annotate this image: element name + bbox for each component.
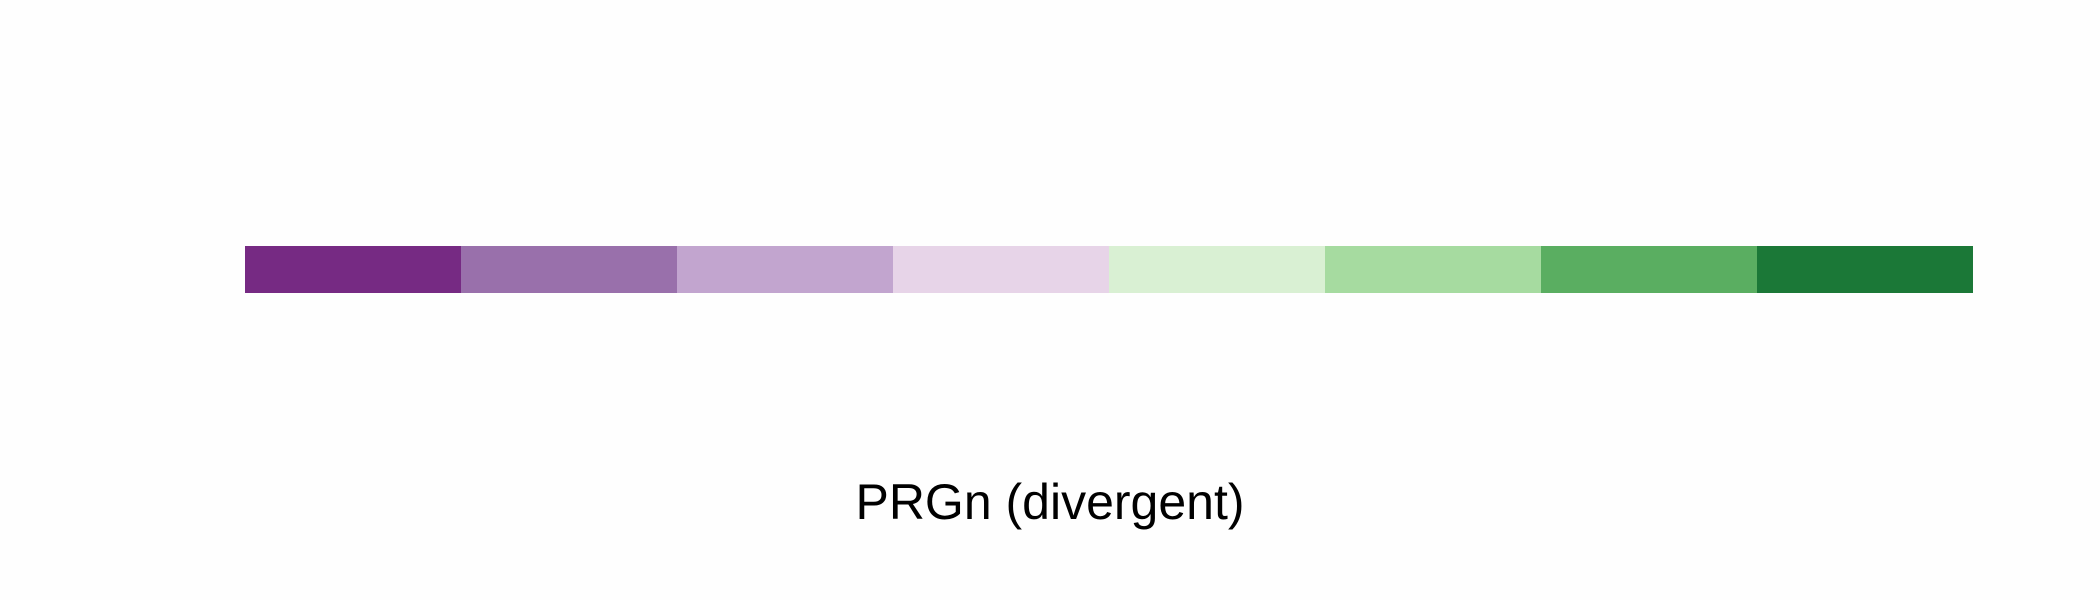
color-swatch-4 (893, 246, 1109, 293)
color-swatch-1 (245, 246, 461, 293)
color-swatch-2 (461, 246, 677, 293)
color-swatch-7 (1541, 246, 1757, 293)
color-swatch-5 (1109, 246, 1325, 293)
color-swatch-8 (1757, 246, 1973, 293)
palette-title: PRGn (divergent) (855, 474, 1245, 530)
color-swatch-3 (677, 246, 893, 293)
palette-strip (245, 246, 1973, 293)
color-swatch-6 (1325, 246, 1541, 293)
